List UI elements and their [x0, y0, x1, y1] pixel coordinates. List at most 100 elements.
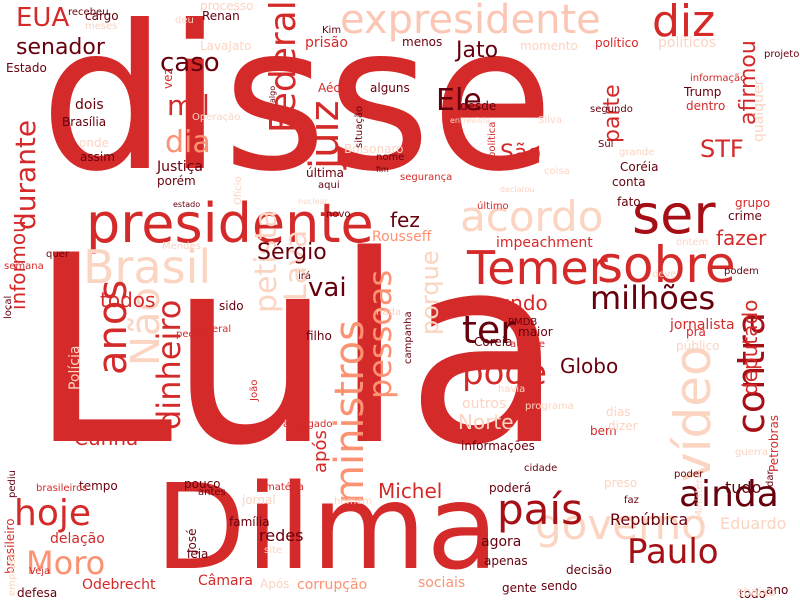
cloud-word: Globo: [560, 354, 619, 378]
cloud-word: maior: [518, 325, 553, 339]
cloud-word: vídeo: [664, 345, 722, 482]
cloud-word: Ofício: [233, 176, 244, 205]
cloud-word: nuclear: [298, 197, 328, 206]
cloud-word: após: [310, 430, 331, 473]
cloud-word: ano: [766, 583, 789, 597]
cloud-word: leia: [187, 547, 209, 561]
cloud-word: Federal: [263, 0, 304, 133]
cloud-word: Sul: [598, 139, 614, 150]
cloud-word: público: [676, 339, 720, 353]
cloud-word: grupo: [735, 196, 771, 210]
cloud-word: caso: [160, 48, 220, 78]
cloud-word: antes: [198, 487, 226, 498]
cloud-word: conta: [612, 175, 646, 189]
cloud-word: irá: [298, 271, 312, 282]
cloud-word: Jato: [456, 38, 499, 63]
cloud-word: deve: [652, 269, 677, 280]
cloud-word: defesa: [17, 586, 58, 600]
cloud-word: último: [477, 201, 509, 212]
cloud-word: deu: [175, 15, 194, 26]
cloud-word: Coréia: [620, 160, 659, 174]
cloud-word: filho: [306, 329, 332, 343]
cloud-word: processo: [200, 0, 254, 13]
cloud-word: site: [264, 545, 283, 556]
cloud-word: senador: [16, 35, 105, 60]
cloud-word: dinheiro: [150, 299, 188, 430]
cloud-word: última: [306, 166, 345, 180]
cloud-word: dois: [75, 97, 104, 113]
cloud-word: todos: [100, 288, 156, 312]
cloud-word: meses: [85, 21, 118, 32]
cloud-word: Dilma: [155, 458, 499, 596]
cloud-word: aqui: [318, 180, 340, 191]
cloud-word: havia: [498, 384, 526, 395]
cloud-word: algo: [268, 85, 277, 103]
cloud-word: coisa: [544, 166, 570, 177]
cloud-word: Trump: [684, 85, 722, 99]
cloud-word: Rousseff: [372, 229, 432, 245]
cloud-word: ataque: [510, 339, 546, 350]
cloud-word: fazer: [716, 226, 767, 250]
cloud-word: Veja: [29, 566, 51, 577]
cloud-word: homem: [334, 496, 373, 507]
cloud-word: qualquer: [751, 79, 767, 142]
cloud-word: local: [3, 295, 14, 319]
cloud-word: mundo: [478, 291, 548, 315]
cloud-word: PMDB: [508, 317, 538, 328]
cloud-word: recebeu: [68, 7, 109, 18]
cloud-word: dizer: [608, 419, 638, 433]
cloud-word: acordo: [460, 192, 604, 241]
cloud-word: abaixo: [736, 585, 776, 599]
cloud-word: Justiça: [157, 159, 203, 175]
cloud-word: pessoas: [361, 269, 399, 399]
cloud-word: dias: [606, 405, 631, 419]
cloud-word: LavaJato: [200, 39, 252, 53]
cloud-word: projeto: [764, 49, 800, 60]
cloud-word: porém: [157, 174, 196, 188]
cloud-word: cargo: [85, 9, 119, 23]
cloud-word: Estado: [6, 61, 47, 75]
cloud-word: Aécio: [318, 81, 351, 95]
cloud-word: STF: [700, 135, 744, 163]
cloud-word: país: [497, 485, 583, 534]
cloud-word: federal: [196, 324, 232, 335]
cloud-word: Silva: [538, 115, 562, 126]
cloud-word: José: [185, 528, 199, 553]
cloud-word: gente: [502, 581, 537, 595]
cloud-word: fato: [617, 195, 641, 209]
cloud-word: novo: [326, 209, 351, 220]
cloud-word: pode: [462, 353, 547, 393]
cloud-word: assim: [80, 150, 115, 164]
cloud-word: Odebrecht: [82, 577, 156, 593]
cloud-word: Norte: [458, 410, 514, 434]
cloud-word: pediu: [7, 470, 18, 498]
cloud-word: milhões: [590, 279, 716, 317]
cloud-word: sociais: [418, 575, 466, 591]
cloud-word: tudo: [725, 478, 762, 497]
cloud-word: disse: [40, 0, 554, 216]
cloud-word: ser: [632, 183, 716, 246]
cloud-word: política: [487, 121, 498, 158]
cloud-word: mil: [167, 89, 210, 122]
cloud-word: pedido: [176, 329, 211, 340]
cloud-word: jornal: [242, 493, 276, 507]
cloud-word: Operação: [192, 112, 241, 123]
cloud-word: dia: [165, 125, 211, 160]
cloud-word: Sérgio: [257, 240, 327, 265]
cloud-word: Mendes: [162, 241, 201, 252]
cloud-word: corrupção: [297, 577, 368, 593]
cloud-word: ainda: [679, 474, 779, 515]
cloud-word: Temer: [467, 241, 608, 295]
cloud-word: advogado: [283, 419, 333, 430]
cloud-word: tempo: [79, 479, 118, 493]
cloud-word: nome: [376, 152, 405, 163]
cloud-word: guerra: [735, 447, 769, 458]
cloud-word: apenas: [484, 554, 528, 568]
cloud-word: campanha: [403, 311, 414, 364]
cloud-word: poderá: [489, 481, 532, 495]
cloud-word: declarou: [500, 185, 535, 194]
cloud-word: Lula: [28, 201, 565, 503]
cloud-word: dar: [765, 470, 776, 487]
cloud-word: dentro: [686, 99, 726, 113]
cloud-word: Michel: [378, 479, 443, 503]
